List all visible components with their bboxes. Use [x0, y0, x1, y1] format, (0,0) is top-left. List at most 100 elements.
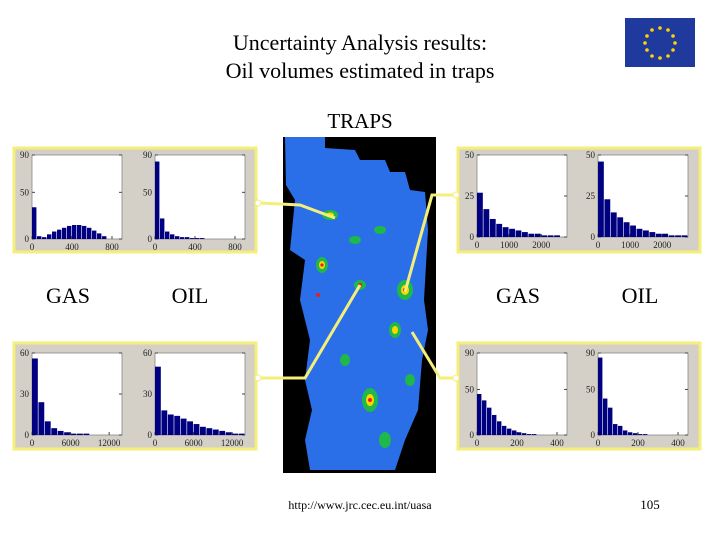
trap-map	[283, 137, 436, 473]
y-tick-label: 0	[591, 430, 596, 440]
bar	[67, 225, 72, 239]
bar	[32, 358, 38, 435]
bar	[62, 227, 67, 239]
url: http://www.jrc.cec.eu.int/uasa	[288, 498, 432, 512]
x-tick-label: 2000	[532, 240, 551, 250]
bar	[613, 424, 618, 435]
bar	[64, 432, 70, 435]
bar	[507, 428, 512, 435]
bar	[165, 231, 170, 239]
x-tick-label: 0	[153, 242, 158, 252]
x-tick-label: 12000	[221, 438, 244, 448]
y-tick-label: 50	[143, 187, 153, 197]
bar	[623, 430, 628, 435]
bar	[187, 421, 193, 435]
page-number: 105	[640, 497, 660, 512]
bar	[52, 231, 57, 239]
bar	[638, 434, 643, 435]
bar	[51, 428, 58, 435]
bar	[603, 398, 608, 435]
bar	[512, 430, 517, 435]
bar	[212, 429, 219, 435]
bar	[170, 234, 175, 239]
y-tick-label: 0	[470, 232, 475, 242]
bar	[87, 227, 92, 239]
plot-area	[597, 352, 689, 436]
bar	[617, 217, 624, 237]
x-tick-label: 0	[596, 240, 601, 250]
y-tick-label: 0	[25, 430, 30, 440]
bar	[509, 228, 515, 237]
bar	[77, 225, 82, 239]
y-tick-label: 50	[465, 150, 475, 160]
x-tick-label: 400	[550, 438, 564, 448]
bar	[47, 234, 52, 239]
bar	[238, 433, 245, 435]
x-tick-label: 0	[475, 240, 480, 250]
bar	[643, 230, 649, 237]
y-tick-label: 25	[586, 191, 596, 201]
bar	[604, 199, 611, 237]
bar	[483, 209, 490, 237]
bar	[477, 192, 483, 237]
bar	[534, 233, 541, 237]
bar	[206, 428, 213, 435]
bar	[160, 218, 165, 239]
panel-label: GAS	[46, 283, 90, 308]
y-tick-label: 0	[591, 232, 596, 242]
bar	[174, 415, 181, 435]
bar	[193, 424, 200, 435]
x-tick-label: 400	[65, 242, 79, 252]
bar	[522, 232, 528, 237]
bar	[77, 433, 83, 435]
bar	[633, 433, 638, 435]
bar	[522, 433, 527, 435]
bar	[225, 432, 232, 435]
bar	[57, 229, 62, 239]
y-tick-label: 0	[470, 430, 475, 440]
y-tick-label: 0	[25, 234, 30, 244]
x-tick-label: 0	[596, 438, 601, 448]
y-tick-label: 90	[143, 150, 153, 160]
bar	[180, 237, 185, 239]
y-tick-label: 50	[586, 150, 596, 160]
x-tick-label: 0	[475, 438, 480, 448]
x-tick-label: 400	[671, 438, 685, 448]
bar	[38, 402, 45, 435]
bar	[57, 430, 64, 435]
bar	[185, 237, 190, 239]
bar	[37, 236, 42, 239]
y-tick-label: 30	[20, 389, 30, 399]
bar	[83, 433, 90, 435]
bar	[668, 235, 675, 237]
bar	[528, 233, 535, 237]
x-tick-label: 800	[105, 242, 119, 252]
bar	[175, 236, 180, 239]
y-tick-label: 0	[148, 234, 153, 244]
bar	[527, 434, 532, 435]
panel-label: GAS	[496, 283, 540, 308]
bar	[541, 235, 548, 237]
bar	[630, 225, 636, 237]
bar	[42, 237, 47, 239]
x-tick-label: 1000	[500, 240, 519, 250]
bar	[219, 430, 226, 435]
y-tick-label: 25	[465, 191, 475, 201]
bar	[662, 233, 669, 237]
bar	[598, 161, 604, 237]
bar	[155, 161, 160, 239]
bar	[681, 235, 688, 237]
x-tick-label: 0	[30, 438, 35, 448]
bar	[655, 233, 662, 237]
x-tick-label: 200	[510, 438, 524, 448]
y-tick-label: 0	[148, 430, 153, 440]
bar	[190, 238, 195, 239]
bar	[517, 432, 522, 435]
bar	[532, 434, 537, 435]
y-tick-label: 60	[143, 348, 153, 358]
eu-flag	[625, 18, 695, 67]
bar	[97, 233, 102, 239]
bar	[649, 232, 656, 237]
bar	[636, 228, 643, 237]
bar	[623, 222, 630, 237]
